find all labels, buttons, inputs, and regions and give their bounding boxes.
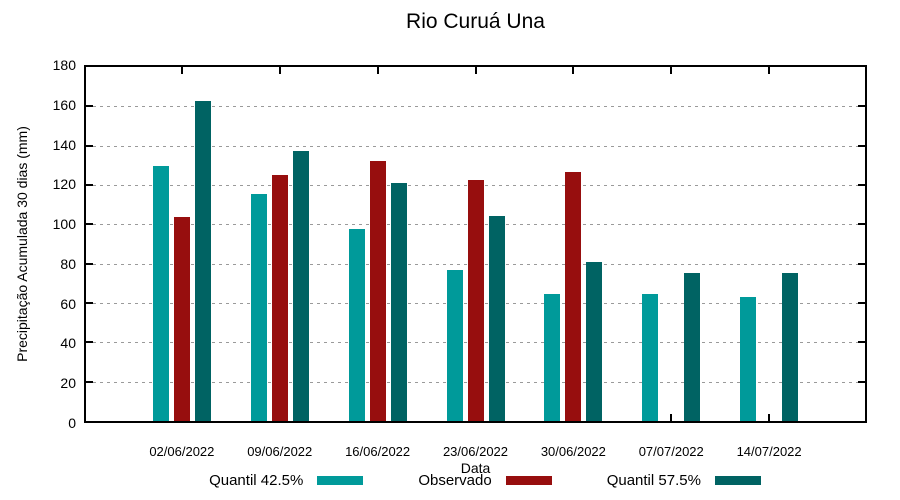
y-tick-label: 180 xyxy=(52,57,76,73)
x-tick-label: 02/06/2022 xyxy=(149,444,215,459)
y-tick-left xyxy=(86,262,93,265)
bar-quantil-57-5 xyxy=(488,216,505,421)
x-tick-label: 09/06/2022 xyxy=(247,444,313,459)
bar-quantil-42-5 xyxy=(544,294,561,421)
bar-quantil-42-5 xyxy=(250,193,267,421)
y-tick-left xyxy=(86,223,93,226)
y-tick-label: 160 xyxy=(52,96,76,113)
x-tick-bottom xyxy=(670,414,673,421)
bar-quantil-42-5 xyxy=(446,269,463,421)
y-tick-left xyxy=(86,184,93,186)
bar-observado xyxy=(369,161,386,421)
bar-observado xyxy=(565,172,582,421)
bar-quantil-57-5 xyxy=(292,150,309,421)
x-tick-bottom xyxy=(768,414,771,421)
x-tick-top xyxy=(376,67,379,74)
bar-quantil-42-5 xyxy=(740,297,757,421)
plot-area xyxy=(84,65,867,423)
x-tick-top xyxy=(278,67,281,74)
y-tick-right xyxy=(858,262,865,265)
x-tick-label: 07/07/2022 xyxy=(638,444,704,459)
legend-label: Observado xyxy=(418,472,492,489)
legend-swatch-quantil-57-5 xyxy=(714,476,761,485)
bar-quantil-42-5 xyxy=(642,294,659,421)
y-tick-right xyxy=(858,302,865,304)
legend: Quantil 42.5% Observado Quantil 57.5% xyxy=(0,472,900,489)
y-tick-right xyxy=(858,184,865,186)
y-tick-right xyxy=(858,144,865,147)
bar-quantil-57-5 xyxy=(684,272,701,421)
chart-title: Rio Curuá Una xyxy=(406,10,545,33)
y-tick-label: 100 xyxy=(52,216,76,233)
y-tick-label: 80 xyxy=(60,255,76,272)
y-tick-right xyxy=(858,223,865,226)
bar-quantil-57-5 xyxy=(782,272,799,421)
y-tick-right xyxy=(858,341,865,344)
y-tick-left xyxy=(86,302,93,304)
x-tick-top xyxy=(572,67,575,74)
bar-quantil-42-5 xyxy=(152,166,169,421)
x-tick-label: 30/06/2022 xyxy=(540,444,606,459)
y-gridline xyxy=(86,106,865,108)
bar-quantil-57-5 xyxy=(390,183,407,421)
y-tick-label: 20 xyxy=(60,375,76,392)
y-tick-left xyxy=(86,380,93,383)
y-tick-label: 0 xyxy=(68,415,76,431)
x-tick-label: 23/06/2022 xyxy=(442,444,509,459)
y-tick-right xyxy=(858,105,865,108)
legend-item: Quantil 42.5% xyxy=(209,472,364,489)
x-tick-top xyxy=(768,67,771,74)
legend-swatch-quantil-42-5 xyxy=(317,476,364,485)
x-tick-top xyxy=(670,67,673,74)
y-tick-label: 140 xyxy=(52,136,76,153)
legend-label: Quantil 42.5% xyxy=(209,472,304,489)
legend-item: Observado xyxy=(418,472,552,489)
legend-item: Quantil 57.5% xyxy=(607,472,761,489)
bar-quantil-42-5 xyxy=(348,229,365,421)
bar-quantil-57-5 xyxy=(194,101,211,421)
y-tick-right xyxy=(858,380,865,383)
y-tick-label: 40 xyxy=(60,335,76,352)
x-tick-label: 14/07/2022 xyxy=(736,444,802,459)
legend-label: Quantil 57.5% xyxy=(606,472,701,489)
x-tick-label: 16/06/2022 xyxy=(345,444,411,459)
x-tick-top xyxy=(180,67,183,74)
y-axis-title: Precipitação Acumulada 30 dias (mm) xyxy=(14,126,30,362)
bar-observado xyxy=(271,175,288,421)
y-tick-label: 60 xyxy=(60,295,76,312)
y-gridline xyxy=(86,145,865,147)
y-tick-left xyxy=(86,144,93,147)
y-tick-label: 120 xyxy=(52,176,76,193)
legend-swatch-observado xyxy=(505,476,552,485)
x-tick-top xyxy=(474,67,477,74)
y-tick-left xyxy=(86,105,93,108)
x-axis-title: Data xyxy=(460,460,491,476)
y-tick-left xyxy=(86,341,93,344)
bar-observado xyxy=(467,180,484,421)
bar-quantil-57-5 xyxy=(586,261,603,421)
bar-observado xyxy=(173,217,190,421)
